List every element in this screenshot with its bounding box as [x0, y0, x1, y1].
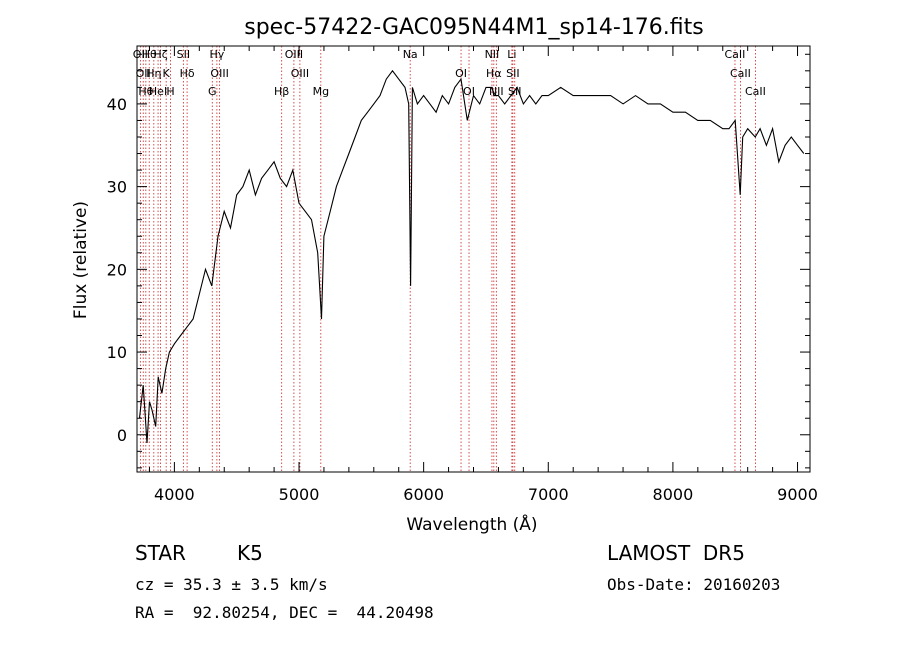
line-label: Li [507, 48, 516, 61]
line-label: K [163, 67, 171, 80]
line-label: Hθ [138, 85, 153, 98]
line-label: Hζ [153, 48, 167, 61]
line-label: Na [403, 48, 418, 61]
line-label: Mg [313, 85, 329, 98]
coordinates: RA = 92.80254, DEC = 44.20498 [135, 603, 434, 622]
x-axis: 4000 5000 6000 7000 8000 9000 [148, 46, 818, 504]
line-label: CaII [730, 67, 751, 80]
y-tick-label: 40 [107, 95, 127, 114]
line-label: CaII [745, 85, 766, 98]
x-tick-label: 8000 [653, 485, 694, 504]
object-subclass: K5 [237, 541, 263, 565]
line-label: OIII [291, 67, 309, 80]
line-label: Hγ [209, 48, 224, 61]
object-class: STAR [135, 541, 186, 565]
observation-date: Obs-Date: 20160203 [607, 575, 781, 594]
x-tick-label: 5000 [279, 485, 320, 504]
x-tick-label: 9000 [777, 485, 818, 504]
redshift-cz: cz = 35.3 ± 3.5 km/s [135, 575, 328, 594]
chart-title: spec-57422-GAC095N44M1_sp14-176.fits [244, 15, 704, 40]
line-label: OI [463, 85, 475, 98]
y-tick-label: 0 [117, 426, 127, 445]
spectral-line-markers [139, 46, 756, 472]
y-tick-label: 20 [107, 260, 127, 279]
x-axis-label: Wavelength (Å) [406, 513, 537, 535]
y-tick-label: 30 [107, 178, 127, 197]
line-label: Hβ [274, 85, 289, 98]
line-label: Hα [486, 67, 502, 80]
line-label: Hη [146, 67, 161, 80]
line-label: NII [485, 48, 500, 61]
line-label: OI [455, 67, 467, 80]
line-label: H [166, 85, 174, 98]
survey-label: LAMOST DR5 [607, 541, 745, 565]
line-label: G [208, 85, 217, 98]
y-axis: 0 10 20 30 40 [107, 53, 810, 469]
line-label: SII [506, 67, 519, 80]
plot-frame [136, 45, 811, 473]
x-tick-label: 7000 [528, 485, 569, 504]
y-axis-label: Flux (relative) [71, 201, 91, 319]
spectral-line-labels: OIIOIIHθHθHηHeIHζKHSIIHδGHγOIIIHβOIIIOII… [133, 48, 766, 98]
line-label: OIII [285, 48, 303, 61]
line-label: OII [136, 67, 151, 80]
line-label: Hθ [142, 48, 157, 61]
line-label: OIII [210, 67, 228, 80]
line-label: CaII [725, 48, 746, 61]
x-tick-label: 4000 [154, 485, 195, 504]
line-label: SII [177, 48, 190, 61]
line-label: HeI [149, 85, 167, 98]
x-tick-label: 6000 [403, 485, 444, 504]
y-tick-label: 10 [107, 343, 127, 362]
line-label: Hδ [180, 67, 195, 80]
spectrum-line [138, 69, 805, 444]
